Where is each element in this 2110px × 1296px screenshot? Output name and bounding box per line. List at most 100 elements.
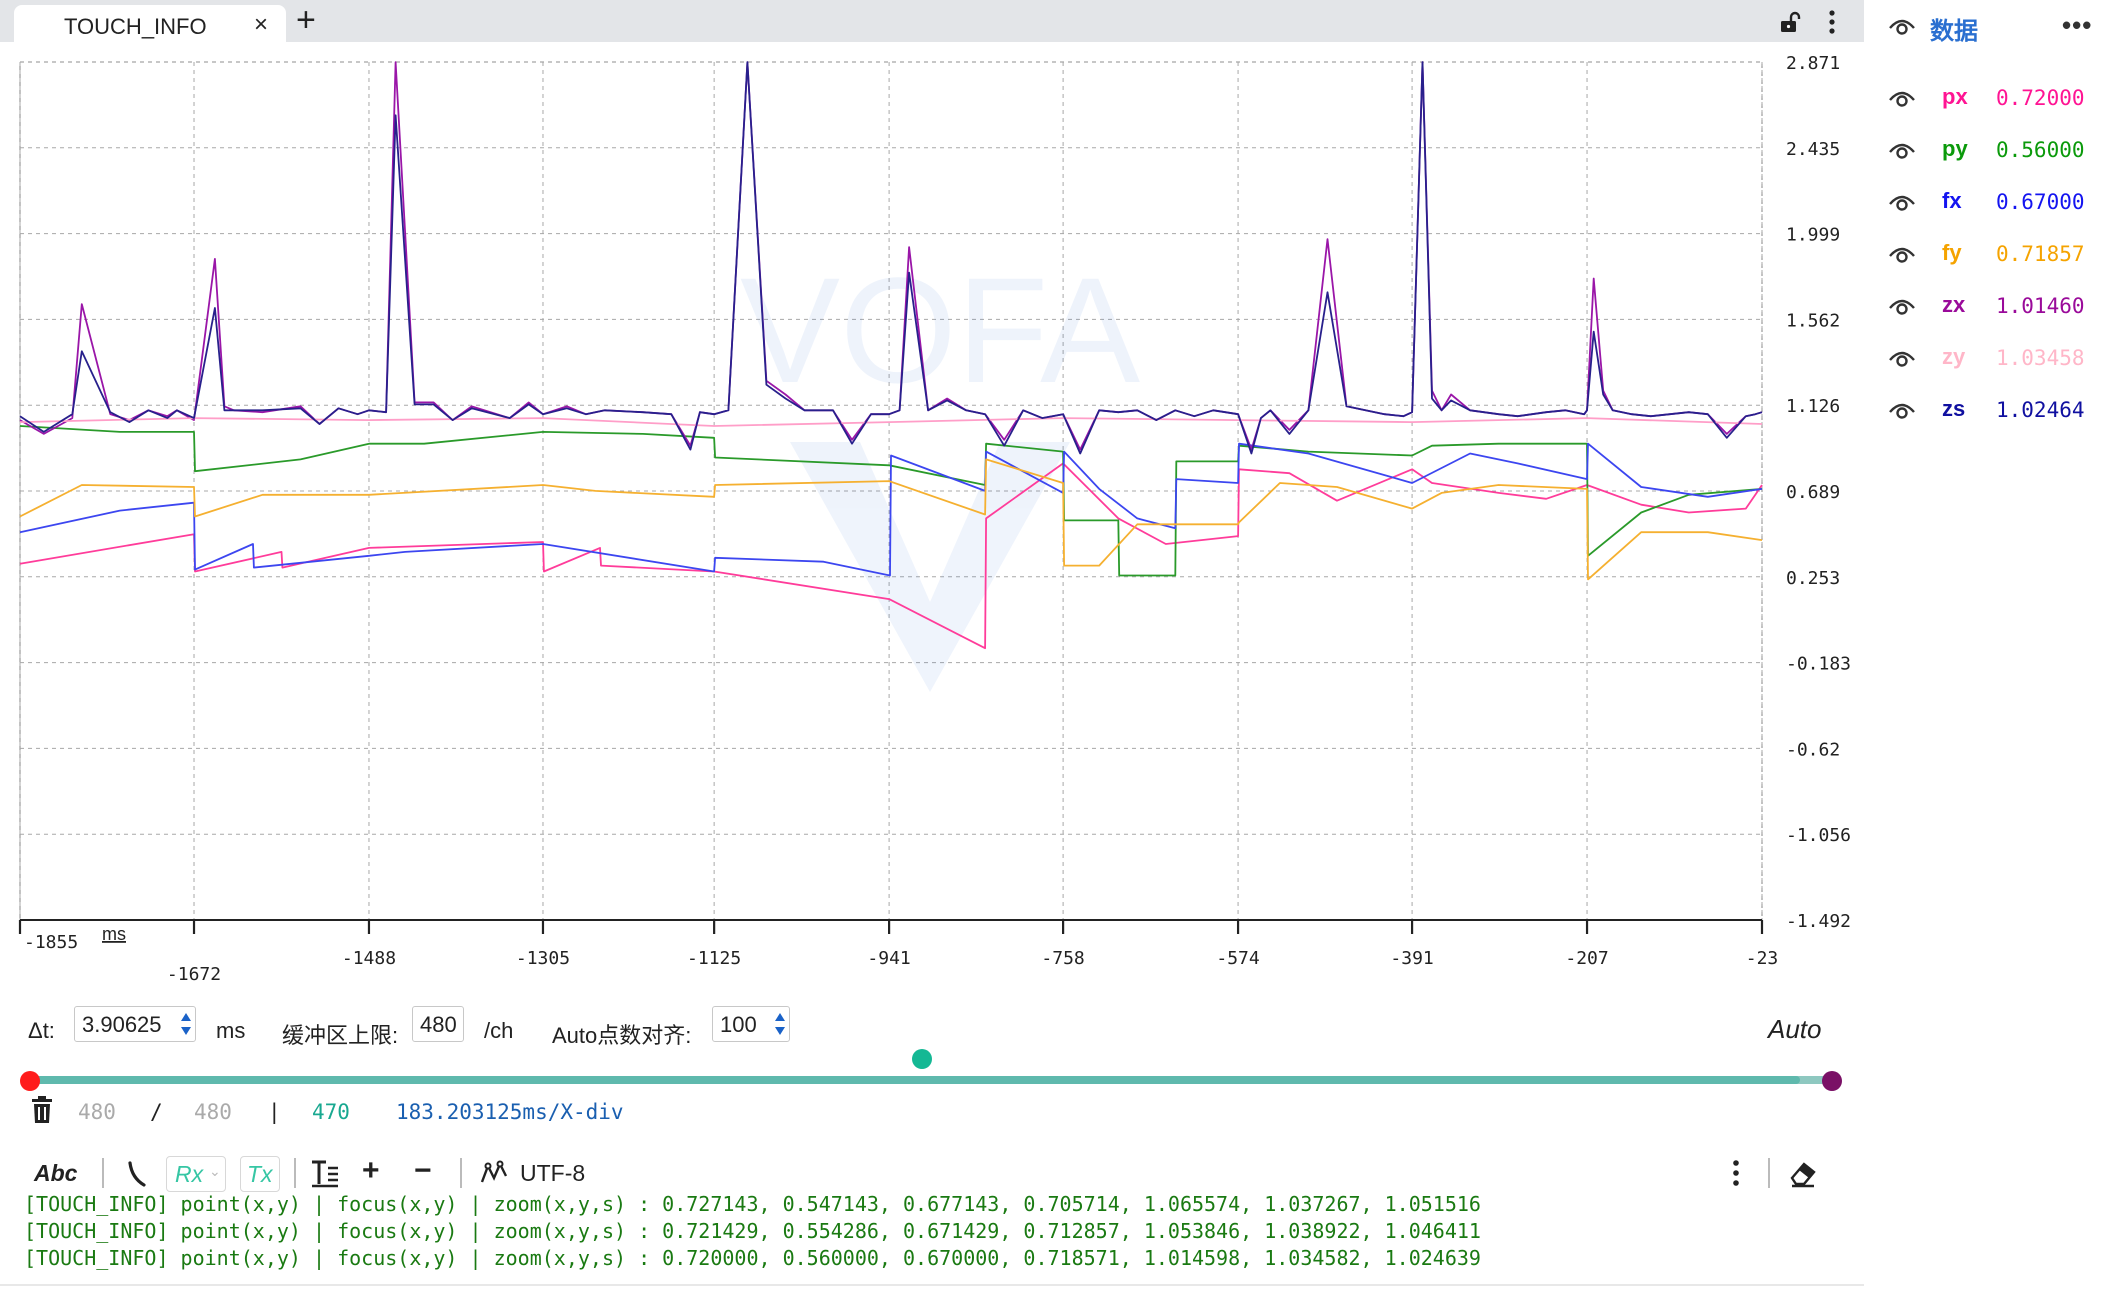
watermark-text: VOFA <box>740 246 1140 414</box>
eye-icon[interactable] <box>1888 138 1916 162</box>
tx-toggle[interactable]: Tx <box>240 1156 280 1192</box>
remove-icon[interactable]: − <box>414 1154 432 1188</box>
rx-toggle[interactable]: Rx ⌄ <box>166 1156 226 1192</box>
dt-spinbox[interactable]: 3.90625 <box>74 1006 196 1042</box>
x-tick-label: -391 <box>1390 948 1433 969</box>
x-tick-label: -1672 <box>167 964 221 985</box>
trash-icon[interactable] <box>30 1096 54 1124</box>
channel-value: 0.72000 <box>1996 86 2085 110</box>
range-slider[interactable] <box>30 1076 1832 1084</box>
spin-arrows-icon[interactable] <box>179 1007 193 1041</box>
x-tick-label: -1125 <box>687 948 741 969</box>
buffer-input[interactable]: 480 <box>412 1006 464 1042</box>
y-tick-label: 2.435 <box>1786 139 1840 160</box>
y-tick-label: -1.492 <box>1786 911 1851 932</box>
eye-icon[interactable] <box>1888 346 1916 370</box>
encoding-selector[interactable]: UTF-8 <box>520 1160 585 1187</box>
eye-icon[interactable] <box>1888 190 1916 214</box>
channel-row-zs[interactable]: zs 1.02464 <box>1872 390 2110 430</box>
slider-start-handle[interactable] <box>20 1071 40 1091</box>
x-tick-label: -207 <box>1565 948 1608 969</box>
channel-value: 1.03458 <box>1996 346 2085 370</box>
y-tick-label: -0.62 <box>1786 739 1840 760</box>
buffer-label: 缓冲区上限: <box>282 1018 398 1050</box>
eraser-icon[interactable] <box>1788 1158 1818 1188</box>
y-tick-label: 0.253 <box>1786 568 1840 589</box>
slider-end-handle[interactable] <box>1822 1071 1842 1091</box>
toolbar-separator <box>460 1158 462 1188</box>
channel-value: 0.56000 <box>1996 138 2085 162</box>
channel-name: zy <box>1942 344 1965 370</box>
channel-value: 0.67000 <box>1996 190 2085 214</box>
eye-icon[interactable] <box>1888 14 1916 38</box>
abc-button[interactable]: Abc <box>34 1160 77 1187</box>
channel-row-fx[interactable]: fx 0.67000 <box>1872 182 2110 222</box>
more-vertical-icon[interactable] <box>1822 8 1842 36</box>
buffer-unit: /ch <box>484 1018 513 1044</box>
channel-panel: 数据 ••• px 0.72000 py 0.56000 fx 0.67000 fy 0.71… <box>1872 0 2110 1296</box>
add-tab-icon[interactable]: + <box>296 2 316 38</box>
buffer-count: 480 <box>78 1100 116 1124</box>
tab-touch-info[interactable]: TOUCH_INFO × <box>14 5 286 42</box>
channel-row-zx[interactable]: zx 1.01460 <box>1872 286 2110 326</box>
x-tick-label: -23 <box>1746 948 1779 969</box>
eye-icon[interactable] <box>1888 294 1916 318</box>
waveform-chart[interactable]: VOFA 2.871 2.435 1.999 1.562 1.126 0.689 0.253… <box>0 42 1864 1002</box>
tx-label: Tx <box>247 1161 273 1188</box>
buffer-total: 480 <box>194 1100 232 1124</box>
slider-fill <box>30 1076 1800 1084</box>
channel-row-py[interactable]: py 0.56000 <box>1872 130 2110 170</box>
x-tick-label: -574 <box>1216 948 1259 969</box>
channel-value: 0.71857 <box>1996 242 2085 266</box>
channel-name: px <box>1942 84 1968 110</box>
auto-align-spinbox[interactable]: 100 <box>712 1006 790 1042</box>
divider <box>0 1284 1864 1286</box>
series-line-zy <box>20 418 1762 426</box>
stats-slash: / <box>150 1100 163 1124</box>
y-tick-label: 1.126 <box>1786 396 1840 417</box>
channel-row-px[interactable]: px 0.72000 <box>1872 78 2110 118</box>
channel-name: fx <box>1942 188 1962 214</box>
slider-position-handle[interactable] <box>912 1049 932 1069</box>
eye-icon[interactable] <box>1888 242 1916 266</box>
chevron-down-icon[interactable]: ⌄ <box>209 1163 221 1180</box>
eye-icon[interactable] <box>1888 398 1916 422</box>
y-tick-label: -1.056 <box>1786 825 1851 846</box>
text-format-icon[interactable] <box>310 1158 340 1188</box>
x-div-readout: 183.203125ms/X-div <box>396 1100 624 1124</box>
channel-value: 1.01460 <box>1996 294 2085 318</box>
more-horizontal-icon[interactable]: ••• <box>2062 10 2092 41</box>
channel-row-zy[interactable]: zy 1.03458 <box>1872 338 2110 378</box>
y-tick-label: 1.562 <box>1786 310 1840 331</box>
toolbar-separator <box>294 1158 296 1188</box>
toolbar-separator <box>102 1158 104 1188</box>
close-icon[interactable]: × <box>254 11 268 39</box>
eye-icon[interactable] <box>1888 86 1916 110</box>
spin-arrows-icon[interactable] <box>773 1007 787 1041</box>
hook-icon[interactable] <box>126 1160 148 1188</box>
more-vertical-icon[interactable] <box>1726 1158 1746 1188</box>
auto-button[interactable]: Auto <box>1768 1014 1822 1045</box>
channel-name: py <box>1942 136 1968 162</box>
x-axis-ticks: -1855 -1672 -1488 -1305 -1125 -941 -758 -574 -39… <box>20 920 1778 985</box>
serial-log[interactable]: [TOUCH_INFO] point(x,y) | focus(x,y) | z… <box>24 1192 1854 1273</box>
add-icon[interactable]: + <box>362 1154 380 1188</box>
log-line: [TOUCH_INFO] point(x,y) | focus(x,y) | z… <box>24 1246 1854 1273</box>
x-tick-label: -1855 <box>24 932 78 953</box>
dt-unit: ms <box>216 1018 245 1044</box>
y-axis-ticks: 2.871 2.435 1.999 1.562 1.126 0.689 0.253 -0.18… <box>1786 53 1851 932</box>
auto-align-label: Auto点数对齐: <box>552 1018 691 1050</box>
dt-value: 3.90625 <box>82 1012 162 1037</box>
y-tick-label: 2.871 <box>1786 53 1840 74</box>
unlock-icon[interactable] <box>1778 10 1802 34</box>
y-tick-label: 0.689 <box>1786 482 1840 503</box>
visible-count: 470 <box>312 1100 350 1124</box>
waveform-icon[interactable] <box>480 1160 508 1186</box>
dt-label: Δt: <box>28 1018 55 1044</box>
x-axis-unit: ms <box>102 924 126 944</box>
tab-label: TOUCH_INFO <box>64 14 207 40</box>
channel-name: fy <box>1942 240 1962 266</box>
toolbar-separator <box>1768 1158 1770 1188</box>
channel-row-fy[interactable]: fy 0.71857 <box>1872 234 2110 274</box>
channel-name: zx <box>1942 292 1965 318</box>
